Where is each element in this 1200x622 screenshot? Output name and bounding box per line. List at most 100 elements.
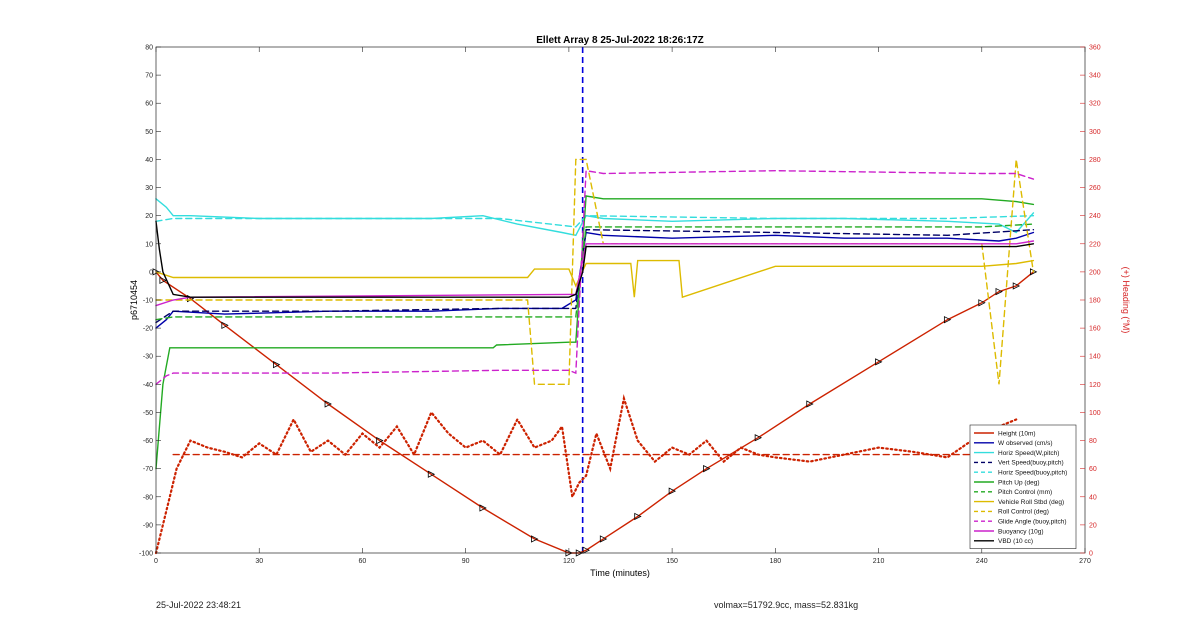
y2-tick-label: 340 [1089, 73, 1101, 80]
y-tick-label: -20 [143, 326, 153, 333]
footer-timestamp: 25-Jul-2022 23:48:21 [156, 600, 242, 610]
plot-area [152, 47, 1038, 557]
y-tick-label: 50 [145, 129, 153, 136]
x-tick-label: 120 [563, 558, 575, 565]
height-marker [582, 546, 590, 554]
y2-tick-label: 260 [1089, 185, 1101, 192]
series-line-6 [155, 223, 1035, 321]
series-line-4 [155, 214, 1035, 228]
y2-tick-label: 300 [1089, 129, 1101, 136]
series-line-7 [155, 259, 1035, 299]
height-marker [875, 358, 883, 366]
height-marker [273, 361, 281, 369]
y-tick-label: -50 [143, 410, 153, 417]
legend-entry: Pitch Control (mm) [998, 489, 1052, 496]
height-marker [324, 400, 332, 408]
height-marker [703, 465, 711, 473]
height-marker [806, 400, 814, 408]
y-tick-label: 30 [145, 185, 153, 192]
y-tick-label: 60 [145, 101, 153, 108]
y2-tick-label: 0 [1089, 551, 1093, 558]
y2-tick-label: 40 [1089, 494, 1097, 501]
y2-tick-label: 240 [1089, 213, 1101, 220]
height-marker [159, 276, 167, 284]
height-marker [427, 470, 436, 478]
y-tick-label: -40 [143, 382, 153, 389]
height-marker [479, 504, 487, 512]
legend-entry: Vehicle Roll Stbd (deg) [998, 499, 1064, 506]
y-tick-label: 0 [149, 269, 153, 276]
x-tick-label: 180 [769, 558, 781, 565]
y2-tick-label: 180 [1089, 298, 1101, 305]
x-tick-label: 270 [1079, 558, 1091, 565]
legend-entry: Vert Speed(buoy,pitch) [998, 460, 1064, 467]
legend-entry: Horiz Speed(W,pitch) [998, 450, 1059, 457]
height-marker [1012, 282, 1021, 290]
x-axis-label: Time (minutes) [590, 568, 650, 578]
y2-tick-label: 160 [1089, 326, 1101, 333]
legend-entry: Glide Angle (buoy,pitch) [998, 519, 1067, 526]
y2-tick-label: 360 [1089, 45, 1101, 52]
series-line-0 [155, 271, 1035, 554]
x-tick-label: 0 [154, 558, 158, 565]
height-marker [754, 434, 763, 442]
y2-tick-label: 200 [1089, 269, 1101, 276]
height-marker [943, 316, 952, 324]
series-line-5 [155, 195, 1035, 470]
y2-tick-label: 220 [1089, 241, 1101, 248]
legend-entry: W observed (cm/s) [998, 440, 1053, 447]
x-tick-label: 210 [873, 558, 885, 565]
y-tick-label: -80 [143, 494, 153, 501]
legend-entry: Horiz Speed(buoy,pitch) [998, 470, 1067, 477]
axes: 0 30 60 90 120 150 180 210 240 270-100-90-80-70-6… [139, 45, 1101, 566]
y-tick-label: 80 [145, 45, 153, 52]
footer-volmax-mass: volmax=51792.9cc, mass=52.831kg [714, 600, 859, 610]
y-tick-label: -90 [143, 522, 153, 529]
y-tick-label: -10 [143, 298, 153, 305]
y2-tick-label: 100 [1089, 410, 1101, 417]
legend-entry: Roll Control (deg) [998, 509, 1049, 516]
y-tick-label: -60 [143, 438, 153, 445]
y2-tick-label: 60 [1089, 466, 1097, 473]
y-tick-label: 70 [145, 73, 153, 80]
chart-title: Ellett Array 8 25-Jul-2022 18:26:17Z [536, 35, 704, 46]
series-line-11 [155, 220, 1035, 298]
legend-entry: Buoyancy (10g) [998, 528, 1044, 535]
y-tick-label: -100 [139, 551, 153, 558]
y2-tick-label: 140 [1089, 354, 1101, 361]
height-marker [599, 535, 608, 543]
height-marker [978, 299, 986, 307]
y2-axis-label: (+) Heading (°M) [1121, 267, 1131, 334]
y2-tick-label: 120 [1089, 382, 1101, 389]
series-line-3 [155, 228, 1035, 324]
y-tick-label: 40 [145, 157, 153, 164]
y2-tick-label: 280 [1089, 157, 1101, 164]
height-marker [995, 287, 1003, 296]
x-tick-label: 240 [976, 558, 988, 565]
y-axis-label: p6710454 [129, 280, 139, 320]
height-marker [668, 487, 677, 495]
legend-entry: Height (10m) [998, 430, 1036, 437]
y2-tick-label: 80 [1089, 438, 1097, 445]
height-marker [221, 321, 229, 329]
legend: Height (10m) W observed (cm/s) Horiz Speed… [969, 424, 1077, 549]
x-tick-label: 90 [462, 558, 470, 565]
x-tick-label: 60 [359, 558, 367, 565]
legend-entry: VBD (10 cc) [998, 538, 1033, 545]
y2-tick-label: 20 [1089, 522, 1097, 529]
y-tick-label: 20 [145, 213, 153, 220]
series-line-12 [154, 394, 1018, 555]
series-line-8 [155, 158, 1035, 385]
legend-entry: Pitch Up (deg) [998, 479, 1040, 486]
y-tick-label: -30 [143, 354, 153, 361]
height-marker [376, 436, 384, 445]
x-tick-label: 30 [255, 558, 263, 565]
series-line-2 [155, 198, 1035, 237]
y2-tick-label: 320 [1089, 101, 1101, 108]
y-tick-label: -70 [143, 466, 153, 473]
series-line-10 [155, 240, 1035, 307]
legend-box [969, 424, 1077, 549]
series-line-9 [155, 169, 1035, 385]
y-tick-label: 10 [145, 241, 153, 248]
